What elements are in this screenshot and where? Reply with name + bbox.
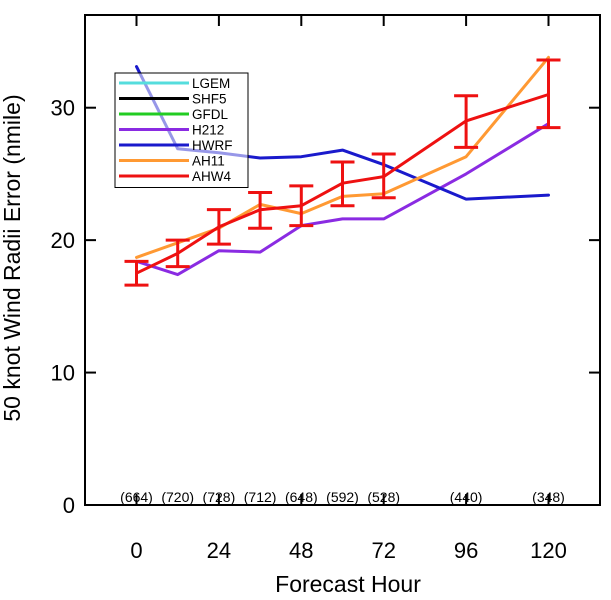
sample-count-label: (348) [532, 489, 565, 505]
legend-label: H212 [192, 123, 224, 138]
plot-frame [84, 14, 601, 506]
error-bars [124, 58, 561, 287]
error-bar [124, 259, 149, 287]
x-tick-label: 72 [371, 538, 395, 563]
x-tick-label: 120 [530, 538, 567, 563]
error-bar [330, 160, 355, 208]
x-tick-label: 24 [207, 538, 231, 563]
x-tick-label: 48 [289, 538, 313, 563]
legend-item-h212: H212 [119, 123, 224, 138]
sample-count-label: (712) [244, 489, 277, 505]
y-tick-label: 30 [51, 96, 75, 121]
error-bar [206, 208, 231, 246]
legend-label: HWRF [192, 138, 233, 153]
legend-item-ah11: AH11 [119, 154, 225, 169]
axes: 0 24 48 72 96 120 0 10 20 30 [51, 14, 601, 563]
y-tick-label: 20 [51, 228, 75, 253]
legend-item-hwrf: HWRF [119, 138, 233, 153]
sample-count-label: (440) [450, 489, 483, 505]
sample-count-label: (528) [367, 489, 400, 505]
x-tick-label: 0 [130, 538, 142, 563]
sample-count-label: (728) [203, 489, 236, 505]
sample-count-label: (592) [326, 489, 359, 505]
legend-item-gfdl: GFDL [119, 107, 228, 122]
sample-count-label: (664) [120, 489, 153, 505]
legend-label: LGEM [192, 76, 230, 91]
error-bar [536, 58, 561, 130]
legend-label: AHW4 [192, 169, 231, 184]
error-bar [371, 152, 396, 200]
legend-item-shf5: SHF5 [119, 92, 227, 107]
legend-item-lgem: LGEM [119, 76, 230, 91]
y-tick-label: 0 [63, 493, 75, 518]
error-bar [165, 238, 190, 269]
legend-label: SHF5 [192, 92, 227, 107]
sample-count-label: (648) [285, 489, 318, 505]
y-tick-label: 10 [51, 361, 75, 386]
sample-counts: (664) (720) (728) (712) (648) (592) (528) (440)… [120, 489, 565, 505]
error-bar [248, 190, 273, 230]
error-bar [289, 184, 314, 228]
sample-count-label: (720) [161, 489, 194, 505]
y-axis-title: 50 knot Wind Radii Error (nmile) [0, 94, 25, 421]
legend-label: GFDL [192, 107, 228, 122]
error-bar [454, 94, 479, 149]
legend-label: AH11 [192, 154, 225, 169]
x-tick-label: 96 [454, 538, 478, 563]
legend-item-ahw4: AHW4 [119, 169, 231, 184]
x-axis-title: Forecast Hour [275, 571, 421, 597]
